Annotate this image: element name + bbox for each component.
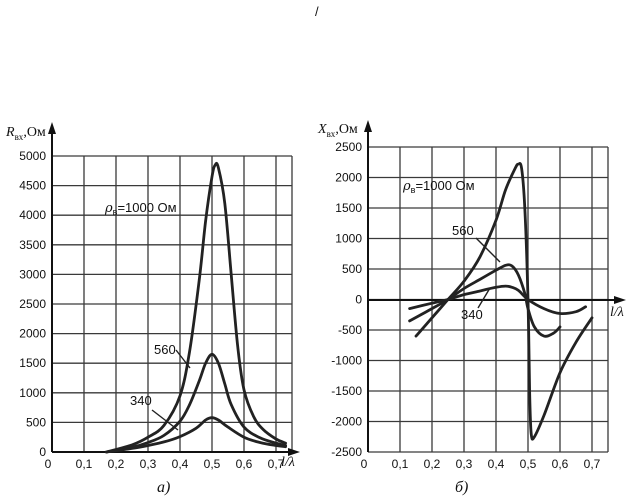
a-y-axis-arrow bbox=[48, 122, 56, 134]
b-y-tick-label: 2000 bbox=[335, 171, 362, 185]
b-x-tick-label: 0,1 bbox=[392, 457, 409, 471]
a-y-tick-label: 2500 bbox=[19, 297, 46, 311]
a-y-axis-label: Rвх,Ом bbox=[5, 125, 46, 142]
b-series-340 bbox=[408, 284, 587, 316]
a-y-tick-label: 2000 bbox=[19, 327, 46, 341]
b-annotation-1000: ρв=1000 Ом bbox=[402, 178, 475, 195]
a-x-tick-label: 0,6 bbox=[236, 457, 253, 471]
b-y-axis-arrow bbox=[364, 120, 372, 132]
b-x-tick-label: 0,4 bbox=[488, 457, 505, 471]
b-y-tick-label: 1500 bbox=[335, 201, 362, 215]
b-x-tick-label: 0,2 bbox=[424, 457, 441, 471]
b-annotation-560: 560 bbox=[452, 223, 474, 238]
a-series-340 bbox=[105, 416, 287, 454]
chart-a-input-resistance: 0 500 1000 1500 2000 2500 3000 3500 4000 4500 5000… bbox=[5, 122, 300, 496]
a-x-tick-label: 0,2 bbox=[108, 457, 125, 471]
b-y-tick-label: -2000 bbox=[331, 415, 362, 429]
b-x-tick-label: 0,5 bbox=[520, 457, 537, 471]
b-y-tick-label: -2500 bbox=[331, 445, 362, 459]
a-annotation-leader-560 bbox=[175, 349, 191, 369]
a-y-tick-label: 4000 bbox=[19, 208, 46, 222]
b-y-tick-label: -1500 bbox=[331, 384, 362, 398]
b-x-axis-arrow bbox=[614, 296, 626, 304]
a-x-axis-arrow bbox=[288, 448, 300, 456]
b-x-axis-label: l/λ bbox=[610, 305, 624, 320]
a-y-tick-label: 1000 bbox=[19, 386, 46, 400]
a-y-tick-label: 0 bbox=[39, 445, 46, 459]
b-annotation-leader-340 bbox=[477, 287, 491, 309]
a-series-560 bbox=[105, 352, 287, 454]
stray-mark: / bbox=[315, 4, 319, 19]
a-x-tick-label: 0,7 bbox=[268, 457, 285, 471]
a-x-tick-label: 0,1 bbox=[76, 457, 93, 471]
a-panel-caption: а) bbox=[157, 479, 170, 496]
a-annotation-560: 560 bbox=[154, 342, 176, 357]
b-series-1000 bbox=[414, 162, 594, 441]
b-y-tick-label: 500 bbox=[342, 262, 362, 276]
b-annotation-leader-560 bbox=[475, 237, 501, 263]
a-annotation-340: 340 bbox=[130, 393, 152, 408]
b-annotation-340: 340 bbox=[461, 307, 483, 322]
a-y-tick-label: 3500 bbox=[19, 238, 46, 252]
b-x-tick-label: 0,3 bbox=[456, 457, 473, 471]
a-y-tick-label: 1500 bbox=[19, 356, 46, 370]
b-series-560 bbox=[408, 263, 562, 338]
b-x-tick-label: 0,6 bbox=[552, 457, 569, 471]
a-y-tick-label: 5000 bbox=[19, 149, 46, 163]
a-y-tick-label: 3000 bbox=[19, 267, 46, 281]
b-y-tick-label: -1000 bbox=[331, 354, 362, 368]
b-y-tick-label: -500 bbox=[338, 323, 362, 337]
a-y-tick-label: 500 bbox=[26, 415, 46, 429]
b-panel-caption: б) bbox=[455, 479, 468, 496]
b-y-axis-label: Xвх,Ом bbox=[317, 122, 358, 139]
chart-b-input-reactance: -2500 -2000 -1500 -1000 -500 0 500 1000 1500 2000… bbox=[317, 120, 626, 496]
a-y-tick-label: 4500 bbox=[19, 179, 46, 193]
a-x-axis-label: l/λ bbox=[281, 455, 295, 470]
b-x-tick-label: 0,7 bbox=[584, 457, 601, 471]
b-y-tick-label: 1000 bbox=[335, 232, 362, 246]
a-annotation-1000: ρв=1000 Ом bbox=[104, 200, 177, 217]
a-annotation-leader-340 bbox=[151, 409, 179, 431]
b-x-tick-label: 0 bbox=[361, 457, 368, 471]
b-y-tick-label: 2500 bbox=[335, 140, 362, 154]
a-x-tick-label: 0,5 bbox=[204, 457, 221, 471]
a-series-1000 bbox=[105, 161, 287, 454]
b-y-tick-label: 0 bbox=[355, 293, 362, 307]
a-x-tick-label: 0,4 bbox=[172, 457, 189, 471]
a-x-tick-label: 0,3 bbox=[140, 457, 157, 471]
a-x-tick-label: 0 bbox=[45, 457, 52, 471]
